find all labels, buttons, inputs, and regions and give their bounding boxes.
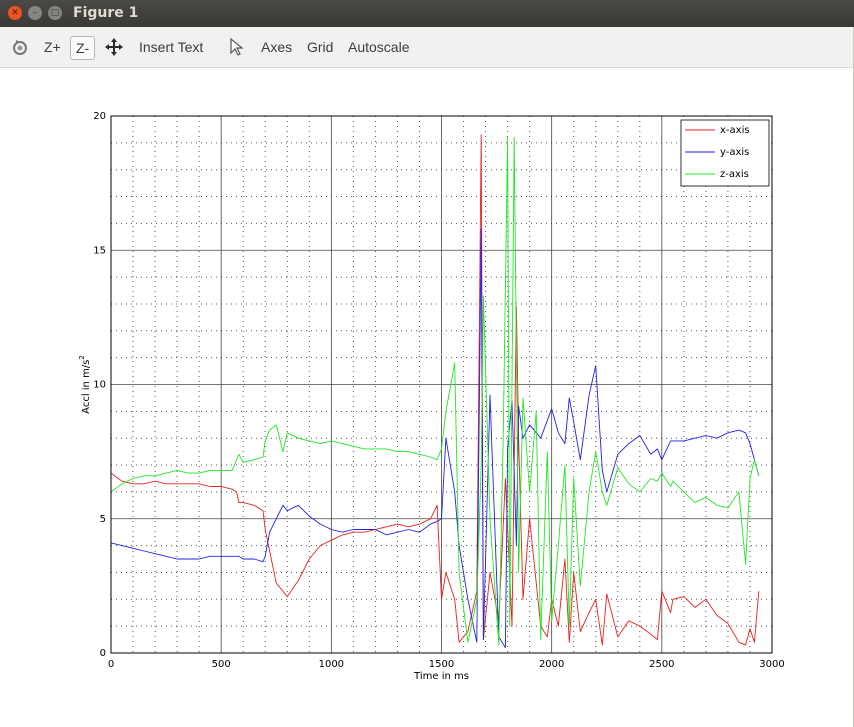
x-tick-label: 1000 xyxy=(319,659,344,670)
y-tick-label: 0 xyxy=(100,648,106,659)
zoom-in-button[interactable]: Z+ xyxy=(44,27,61,67)
axis-ticks: 0 500 1000 1500 2000 2500 3000 0 5 10 15 20 xyxy=(93,111,784,670)
y-axis-label-exponent: 2 xyxy=(78,355,86,359)
legend-label-z-axis: z-axis xyxy=(720,169,749,180)
x-tick-label: 2500 xyxy=(649,659,674,670)
autoscale-button[interactable]: Autoscale xyxy=(348,27,409,67)
toolbar: Z+ Z- Insert Text Axes Grid Autoscale xyxy=(0,27,854,68)
axes-button[interactable]: Axes xyxy=(261,27,292,67)
window-title: Figure 1 xyxy=(73,5,138,21)
title-bar: ✕ – □ Figure 1 xyxy=(0,0,854,27)
zoom-out-button[interactable]: Z- xyxy=(70,36,95,60)
rotate-icon[interactable] xyxy=(10,37,30,57)
x-tick-label: 2000 xyxy=(539,659,564,670)
y-tick-label: 15 xyxy=(93,245,106,256)
legend-label-x-axis: x-axis xyxy=(720,125,750,136)
insert-text-button[interactable]: Insert Text xyxy=(139,27,203,67)
y-tick-label: 10 xyxy=(93,380,106,391)
legend: x-axis y-axis z-axis xyxy=(681,120,769,186)
select-pointer-icon[interactable] xyxy=(229,37,245,57)
x-tick-label: 3000 xyxy=(759,659,784,670)
y-axis-label: Accl in m/s2 xyxy=(78,355,92,414)
x-tick-label: 0 xyxy=(108,659,114,670)
y-tick-label: 5 xyxy=(100,514,106,525)
maximize-icon[interactable]: □ xyxy=(48,6,62,20)
x-axis-label: Time in ms xyxy=(413,671,469,682)
x-tick-label: 500 xyxy=(212,659,231,670)
x-tick-label: 1500 xyxy=(429,659,454,670)
y-tick-label: 20 xyxy=(93,111,106,122)
y-axis-label-text: Accl in m/s xyxy=(81,360,92,414)
legend-label-y-axis: y-axis xyxy=(720,147,749,158)
pan-icon[interactable] xyxy=(104,37,124,57)
minimize-icon[interactable]: – xyxy=(28,6,42,20)
major-grid xyxy=(111,116,772,653)
grid-button[interactable]: Grid xyxy=(307,27,333,67)
close-icon[interactable]: ✕ xyxy=(8,6,22,20)
plot-area[interactable]: 0 500 1000 1500 2000 2500 3000 0 5 10 15 20 Time in… xyxy=(0,68,853,727)
